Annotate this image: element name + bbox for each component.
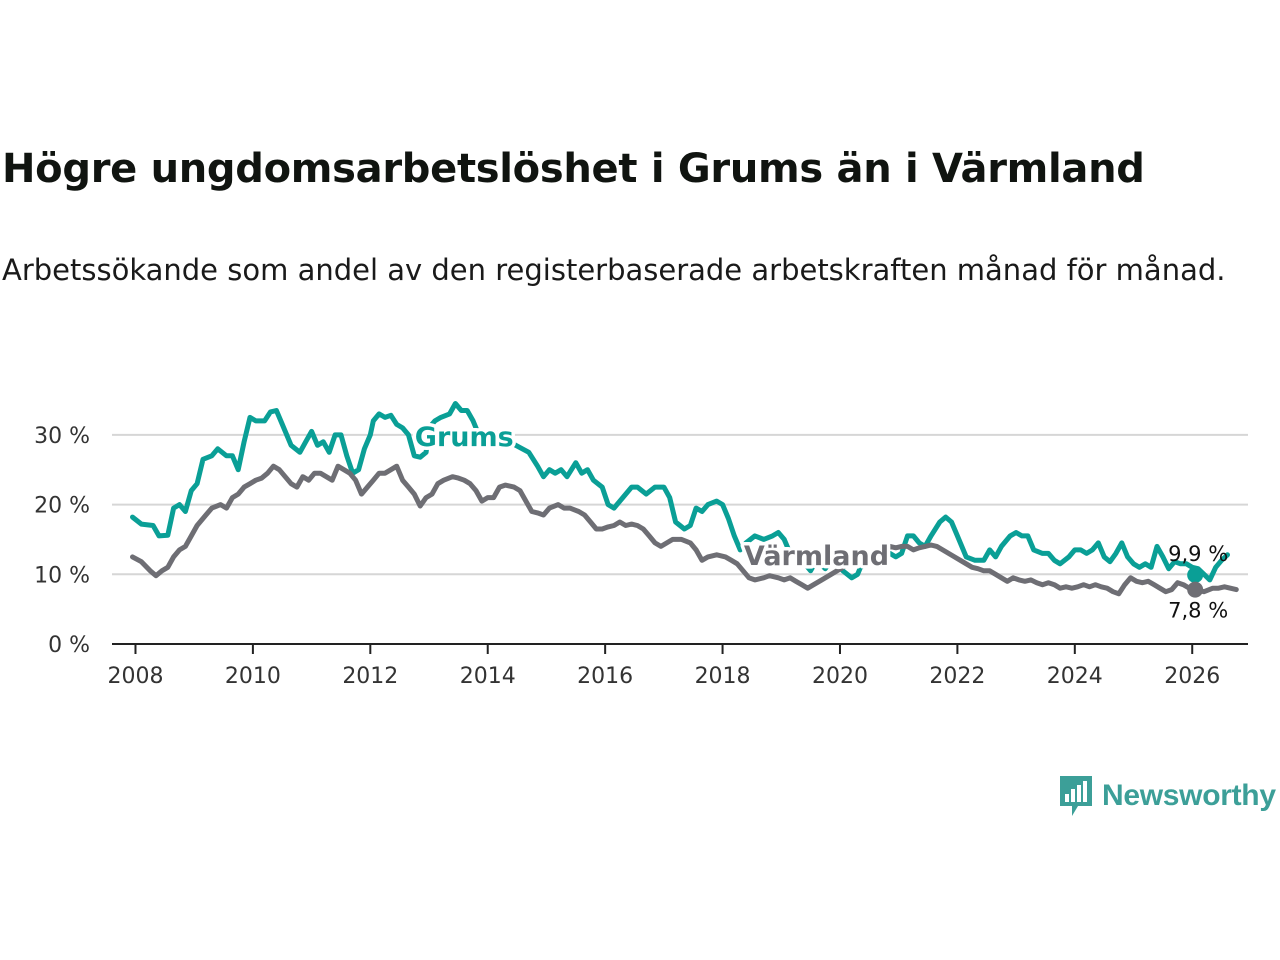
series-line-vrmland [130,463,1239,597]
end-value-label: 7,8 % [1168,599,1228,623]
x-tick-label: 2012 [342,664,398,689]
y-tick-label: 20 % [34,494,90,519]
y-tick-label: 10 % [34,563,90,588]
y-tick-label: 0 % [48,633,90,658]
logo-text: Newsworthy [1102,779,1276,812]
y-tick-label: 30 % [34,424,90,449]
end-point-grums [1187,566,1204,583]
x-tick-label: 2020 [812,664,868,689]
x-tick-label: 2014 [460,664,516,689]
x-tick-label: 2024 [1047,664,1103,689]
series-line-grums [130,401,1230,583]
newsworthy-logo: Newsworthy [1058,774,1276,818]
x-tick-label: 2022 [929,664,985,689]
x-tick-label: 2016 [577,664,633,689]
x-tick-label: 2018 [695,664,751,689]
newsworthy-logo-icon [1060,776,1092,816]
x-tick-label: 2026 [1164,664,1220,689]
chart-subtitle: Arbetssökande som andel av den registerb… [2,253,1226,287]
end-value-label: 9,9 % [1168,542,1228,566]
line-chart: 0 % 10 % 20 % 30 % 2008 2010 2012 2014 2016 2018 2… [34,401,1248,689]
chart-title: Högre ungdomsarbetslöshet i Grums än i V… [2,146,1145,192]
end-point-vrmland [1187,581,1204,598]
series-label-grums: Grums [415,422,514,453]
x-tick-label: 2010 [225,664,281,689]
series-label-vrmland: Värmland [744,541,889,572]
x-tick-label: 2008 [107,664,163,689]
